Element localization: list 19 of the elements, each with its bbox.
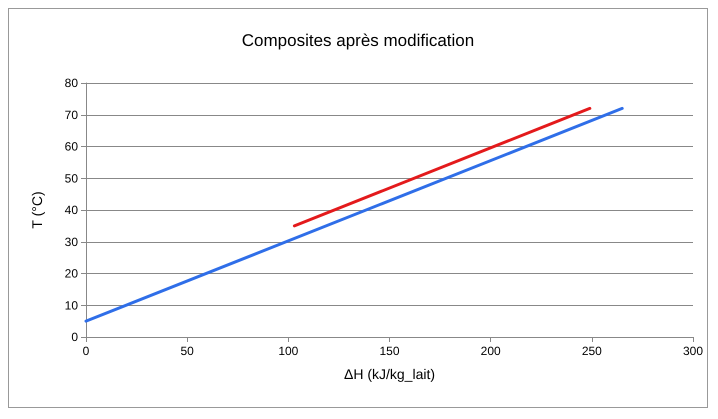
x-tick-label: 0 — [82, 344, 90, 358]
chart-title: Composites après modification — [242, 31, 474, 50]
x-tick-label: 150 — [379, 344, 400, 358]
x-tick-label: 300 — [682, 344, 704, 358]
x-tick-label: 50 — [180, 344, 194, 358]
y-tick-label: 60 — [64, 140, 78, 154]
y-tick-label: 10 — [64, 298, 78, 312]
y-tick-label: 40 — [64, 203, 78, 217]
y-axis-title: T (°C) — [29, 191, 45, 229]
y-tick-label: 20 — [64, 266, 78, 280]
y-tick-label: 50 — [64, 171, 78, 186]
x-tick-label: 250 — [582, 344, 602, 358]
x-axis-title: ΔH (kJ/kg_lait) — [344, 366, 436, 382]
x-tick-label: 200 — [480, 344, 501, 358]
y-tick-label: 0 — [71, 330, 78, 344]
y-tick-label: 30 — [64, 234, 78, 249]
x-tick-label: 100 — [278, 344, 299, 358]
y-tick-label: 80 — [64, 76, 78, 90]
y-tick-label: 70 — [64, 108, 78, 122]
